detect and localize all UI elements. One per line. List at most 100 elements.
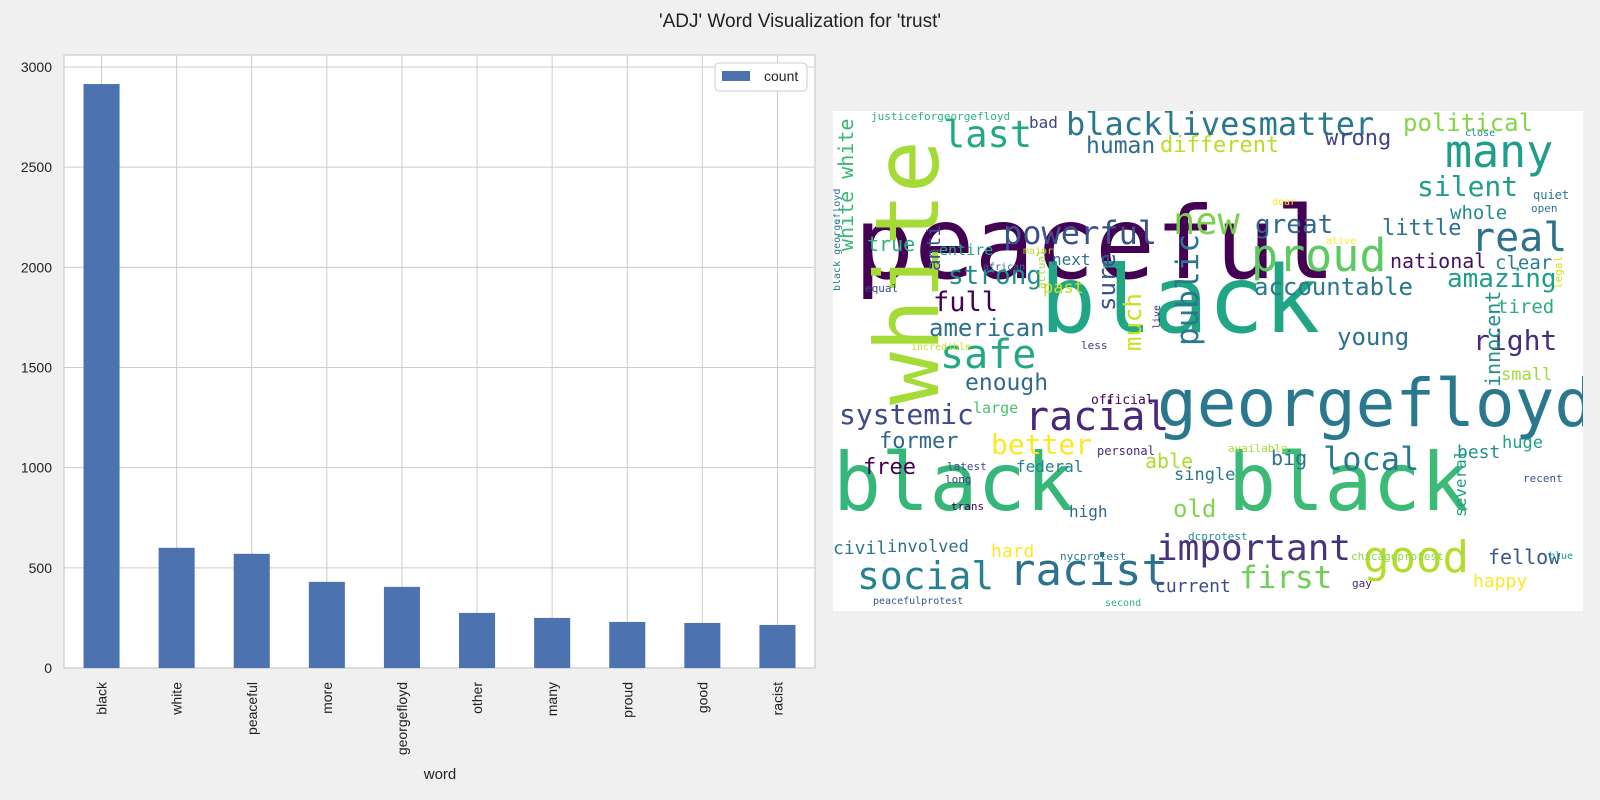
cloud-word-current: current xyxy=(1155,576,1231,597)
cloud-word-fellow: fellow xyxy=(1488,545,1561,569)
cloud-word-whole: whole xyxy=(1450,202,1508,224)
cloud-word-first: first xyxy=(1239,560,1333,596)
cloud-word-former: former xyxy=(879,429,959,454)
cloud-word-nycprotest: nycprotest xyxy=(1060,550,1127,563)
cloud-word-dear: dear xyxy=(1272,197,1297,208)
x-tick-label: georgefloyd xyxy=(394,682,410,755)
cloud-word-true: true xyxy=(867,232,916,256)
cloud-word-able: able xyxy=(1145,449,1194,473)
cloud-word-better: better xyxy=(991,428,1093,461)
cloud-word-close: close xyxy=(1465,128,1496,139)
cloud-word-happy: happy xyxy=(1473,571,1528,592)
cloud-word-justiceforgeorgefloyd: justiceforgeorgefloyd xyxy=(871,111,1011,123)
x-tick-label: many xyxy=(544,682,560,716)
cloud-word-accountable: accountable xyxy=(1254,273,1413,301)
x-tick-label: black xyxy=(94,681,110,715)
bar-racist xyxy=(759,624,796,668)
cloud-word-blue: blue xyxy=(1549,551,1574,562)
cloud-word-live: live xyxy=(1152,304,1163,329)
bar-good xyxy=(684,622,721,668)
x-tick-label: good xyxy=(694,682,710,713)
cloud-word-several: several xyxy=(1451,449,1470,517)
bar-other xyxy=(459,612,496,668)
cloud-word-old: old xyxy=(1173,495,1217,523)
cloud-word-local: local xyxy=(1323,440,1420,478)
legend: count xyxy=(714,62,808,92)
cloud-word-chicagoprotest: chicagoprotest xyxy=(1351,550,1444,563)
bar-more xyxy=(308,581,345,668)
word-cloud: peaceful black white georgefloyd black black m… xyxy=(833,111,1583,611)
cloud-word-human: human xyxy=(1086,133,1156,159)
x-tick-label: racist xyxy=(769,682,785,716)
cloud-word-great: great xyxy=(1255,210,1334,240)
cloud-word-black: black xyxy=(1228,436,1469,529)
cloud-word-much: much xyxy=(1119,293,1147,351)
cloud-word-new: new xyxy=(1173,200,1240,243)
cloud-word-past: past xyxy=(1043,278,1084,298)
x-tick-label: other xyxy=(469,682,485,714)
cloud-word-single: single xyxy=(1174,465,1236,485)
x-tick-labels: black white peaceful more georgefloyd other ma… xyxy=(94,681,786,755)
cloud-word-available: available xyxy=(1228,442,1288,455)
cloud-word-full: full xyxy=(933,287,999,318)
bar-many xyxy=(534,617,571,668)
cloud-word-federal: federal xyxy=(1016,457,1084,476)
cloud-word-tired: tired xyxy=(1497,296,1555,318)
cloud-word-major: major xyxy=(1023,246,1054,257)
cloud-word-proud: proud xyxy=(1251,229,1387,282)
cloud-word-big: big xyxy=(1271,446,1308,470)
cloud-word-next: next xyxy=(1052,250,1091,269)
cloud-word-public: public xyxy=(1170,234,1206,346)
y-tick-label: 1500 xyxy=(21,360,52,376)
cloud-word-second: second xyxy=(1105,598,1142,609)
bars xyxy=(83,84,796,669)
cloud-word-best: best xyxy=(1457,442,1501,463)
cloud-word-incredible: incredible xyxy=(911,342,972,353)
cloud-word-white: white xyxy=(856,140,959,405)
cloud-word-american: american xyxy=(929,314,1045,342)
cloud-word-latest: latest xyxy=(947,460,987,473)
cloud-word-peacefulprotest: peacefulprotest xyxy=(873,596,964,607)
cloud-word-different: different xyxy=(1160,133,1280,158)
bar-black xyxy=(83,84,120,669)
legend-box xyxy=(714,62,808,92)
cloud-word-recent: recent xyxy=(1523,472,1563,485)
cloud-word-huge: huge xyxy=(1502,433,1543,453)
cloud-word-many: many xyxy=(1445,125,1554,178)
cloud-word-actual: actual xyxy=(1035,249,1048,289)
bar-chart: 0 500 1000 1500 2000 2500 3000 black white peace… xyxy=(21,54,816,783)
y-tick-label: 500 xyxy=(29,560,53,576)
cloud-word-safe: safe xyxy=(940,332,1037,378)
cloud-word-open: open xyxy=(1531,202,1558,215)
cloud-word-large: large xyxy=(973,399,1019,417)
cloud-word-real: real xyxy=(1471,215,1568,261)
cloud-word-alive: alive xyxy=(1326,236,1357,247)
cloud-word-black-georgefloyd: black georgefloyd xyxy=(833,188,843,291)
x-tick-label: proud xyxy=(619,682,635,718)
cloud-word-clear: clear xyxy=(1495,252,1553,274)
cloud-word-racial: racial xyxy=(1025,394,1170,440)
cloud-word-little: little xyxy=(1382,216,1462,241)
bar-georgefloyd xyxy=(383,586,420,668)
cloud-word-small: small xyxy=(1501,365,1553,385)
cloud-word-dcprotest: dcprotest xyxy=(1188,530,1248,543)
figure-title: 'ADJ' Word Visualization for 'trust' xyxy=(658,11,942,32)
cloud-word-important: important xyxy=(1156,528,1352,569)
cloud-word-less: less xyxy=(1081,339,1108,352)
cloud-word-enough: enough xyxy=(965,370,1049,396)
bar-peaceful xyxy=(233,553,270,668)
y-tick-label: 0 xyxy=(44,660,52,676)
cloud-word-good: good xyxy=(1363,532,1469,583)
cloud-word-powerful: powerful xyxy=(1003,214,1158,252)
y-tick-labels: 0 500 1000 1500 2000 2500 3000 xyxy=(21,59,52,676)
cloud-word-national: national xyxy=(1390,249,1487,273)
cloud-word-official: official xyxy=(1091,393,1154,408)
cloud-word-racist: racist xyxy=(1009,545,1168,596)
cloud-word-young: young xyxy=(1337,323,1410,351)
cloud-word-black: black xyxy=(833,436,1074,529)
cloud-word-high: high xyxy=(1069,502,1108,521)
cloud-word-quiet: quiet xyxy=(1533,188,1570,202)
cloud-word-right: right xyxy=(1473,324,1558,357)
bar-white xyxy=(158,547,195,668)
cloud-word-equal: equal xyxy=(865,282,899,295)
